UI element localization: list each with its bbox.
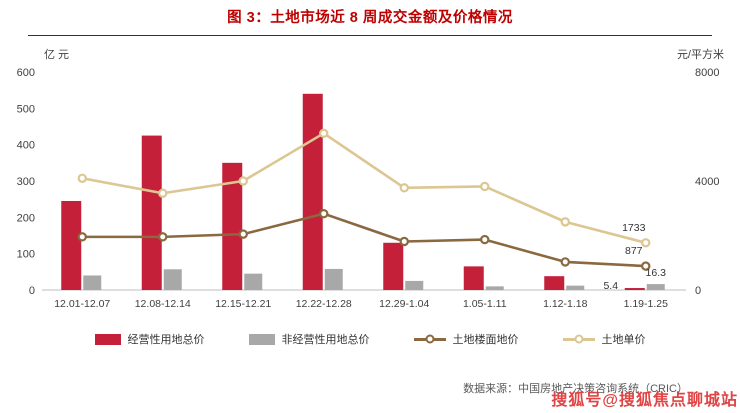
point-label-3: 1733 xyxy=(622,222,646,234)
right-axis-tick: 4000 xyxy=(695,176,719,188)
legend-swatch-tan-line xyxy=(562,334,595,344)
bar-经营性用地总价 xyxy=(383,242,404,290)
legend-label: 土地楼面地价 xyxy=(452,334,519,346)
marker-土地单价 xyxy=(319,128,329,139)
legend-label: 非经营性用地总价 xyxy=(281,334,370,346)
bar-非经营性用地总价 xyxy=(244,273,263,290)
line-土地单价 xyxy=(82,132,647,245)
marker-土地单价 xyxy=(399,183,409,193)
marker-土地楼面地价 xyxy=(319,208,329,219)
marker-土地楼面地价 xyxy=(399,236,409,247)
bar-非经营性用地总价 xyxy=(646,284,665,290)
bar-非经营性用地总价 xyxy=(485,286,504,290)
right-axis-unit-label: 元/平方米 xyxy=(677,47,724,61)
bar-经营性用地总价 xyxy=(624,288,645,290)
bar-非经营性用地总价 xyxy=(405,280,424,290)
bar-经营性用地总价 xyxy=(222,162,243,290)
legend-swatch-red-bar xyxy=(94,333,121,345)
point-label-2: 877 xyxy=(625,245,643,257)
point-label-0: 5.4 xyxy=(603,280,618,292)
marker-土地楼面地价 xyxy=(238,229,248,239)
left-axis-tick: 0 xyxy=(29,285,35,297)
marker-土地单价 xyxy=(641,238,651,248)
left-axis-tick: 300 xyxy=(17,176,35,188)
data-source-text: 数据来源：中国房地产决策咨询系统（CRIC） xyxy=(463,383,688,395)
chart-title: 图 3：土地市场近 8 周成交金额及价格情况 xyxy=(227,10,513,26)
left-axis-tick: 600 xyxy=(17,67,35,79)
bar-经营性用地总价 xyxy=(302,93,323,290)
bar-经营性用地总价 xyxy=(141,135,162,290)
marker-土地单价 xyxy=(560,217,570,227)
x-tick-label: 1.12-1.18 xyxy=(543,298,588,310)
bar-经营性用地总价 xyxy=(463,266,484,290)
legend-item-non-operating-land-total-price: 非经营性用地总价 xyxy=(248,331,370,347)
x-tick-label: 1.05-1.11 xyxy=(463,298,507,310)
watermark-text: 搜狐号@搜狐焦点聊城站 xyxy=(551,392,738,409)
left-axis-tick: 100 xyxy=(17,249,35,261)
marker-土地楼面地价 xyxy=(480,234,490,245)
x-tick-label: 12.08-12.14 xyxy=(135,298,191,310)
legend-item-land-unit-price: 土地单价 xyxy=(562,331,646,347)
left-axis-unit-label: 亿 元 xyxy=(44,48,69,61)
marker-土地楼面地价 xyxy=(77,232,87,242)
bar-非经营性用地总价 xyxy=(566,285,585,290)
x-tick-label: 12.29-1.04 xyxy=(379,298,429,310)
legend-item-land-floor-price: 土地楼面地价 xyxy=(413,331,519,347)
x-tick-label: 1.19-1.25 xyxy=(624,298,669,310)
legend-item-operating-land-total-price: 经营性用地总价 xyxy=(94,331,205,347)
legend-swatch-gray-bar xyxy=(248,333,275,345)
marker-土地单价 xyxy=(238,176,248,186)
marker-土地单价 xyxy=(480,181,490,192)
point-label-1: 16.3 xyxy=(646,267,667,279)
left-axis-tick: 200 xyxy=(17,212,35,224)
legend-swatch-brown-line xyxy=(413,334,446,344)
marker-土地楼面地价 xyxy=(641,261,651,271)
legend: 经营性用地总价 非经营性用地总价 土地楼面地价 土地单价 xyxy=(0,331,740,347)
bar-经营性用地总价 xyxy=(61,200,82,290)
x-tick-label: 12.22-12.28 xyxy=(296,298,352,310)
bar-非经营性用地总价 xyxy=(324,268,343,290)
left-axis-tick: 400 xyxy=(17,140,35,152)
x-tick-label: 12.01-12.07 xyxy=(54,298,110,310)
legend-marker-dot xyxy=(425,334,434,344)
bar-经营性用地总价 xyxy=(544,276,565,290)
footer: 数据来源：中国房地产决策咨询系统（CRIC） 搜狐号@搜狐焦点聊城站 xyxy=(0,369,740,413)
bar-非经营性用地总价 xyxy=(163,269,182,290)
right-axis-tick: 0 xyxy=(695,285,701,297)
right-axis-tick: 8000 xyxy=(695,67,719,79)
marker-土地单价 xyxy=(158,188,168,198)
left-axis-tick: 500 xyxy=(17,103,35,115)
bar-非经营性用地总价 xyxy=(83,275,102,290)
title-underline: 图 3：土地市场近 8 周成交金额及价格情况 xyxy=(28,6,712,36)
marker-土地单价 xyxy=(77,173,87,183)
x-tick-label: 12.15-12.21 xyxy=(215,298,271,310)
legend-label: 土地单价 xyxy=(601,334,646,346)
line-土地楼面地价 xyxy=(82,212,646,268)
marker-土地楼面地价 xyxy=(158,232,168,242)
legend-marker-dot xyxy=(574,334,583,344)
legend-label: 经营性用地总价 xyxy=(127,334,205,346)
marker-土地楼面地价 xyxy=(560,257,570,267)
